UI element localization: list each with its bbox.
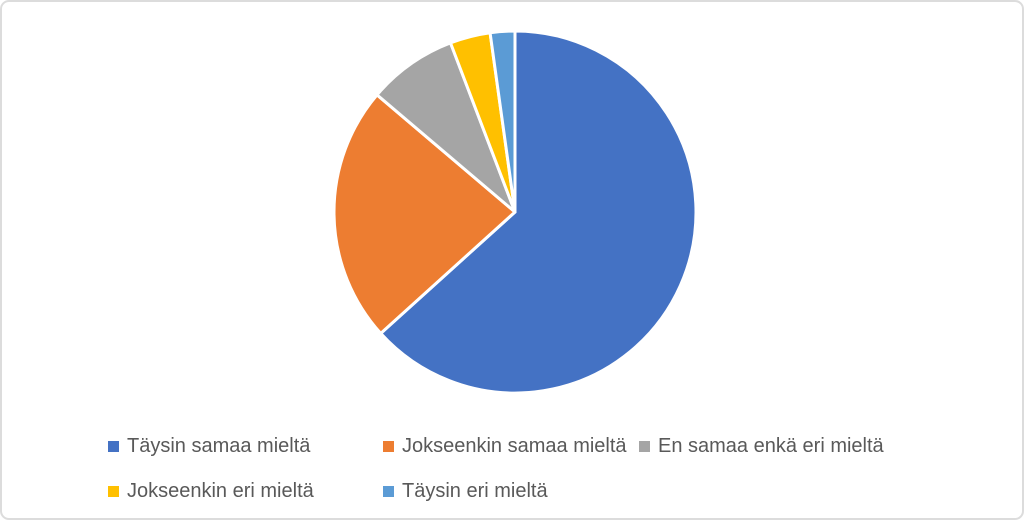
legend-item-2: Jokseenkin samaa mieltä [383, 434, 627, 458]
pie-chart [332, 29, 698, 395]
legend-item-4: Jokseenkin eri mieltä [108, 479, 314, 503]
legend-label: En samaa enkä eri mieltä [658, 435, 884, 457]
pie-slice-3 [375, 41, 517, 214]
legend-label: Täysin samaa mieltä [127, 435, 311, 457]
legend-item-3: En samaa enkä eri mieltä [639, 434, 884, 458]
legend-label: Täysin eri mieltä [402, 480, 548, 502]
legend-marker-icon [383, 485, 394, 497]
legend-marker-icon [639, 440, 650, 452]
pie-slice-5 [488, 29, 517, 214]
legend-marker-icon [108, 440, 119, 452]
legend-marker-icon [383, 440, 394, 452]
legend-marker-icon [108, 485, 119, 497]
legend-label: Jokseenkin samaa mieltä [402, 435, 627, 457]
legend-label: Jokseenkin eri mieltä [127, 480, 314, 502]
legend-item-5: Täysin eri mieltä [383, 479, 548, 503]
pie-slice-2 [332, 93, 517, 335]
legend-item-1: Täysin samaa mieltä [108, 434, 310, 458]
pie-slice-1 [379, 29, 698, 395]
